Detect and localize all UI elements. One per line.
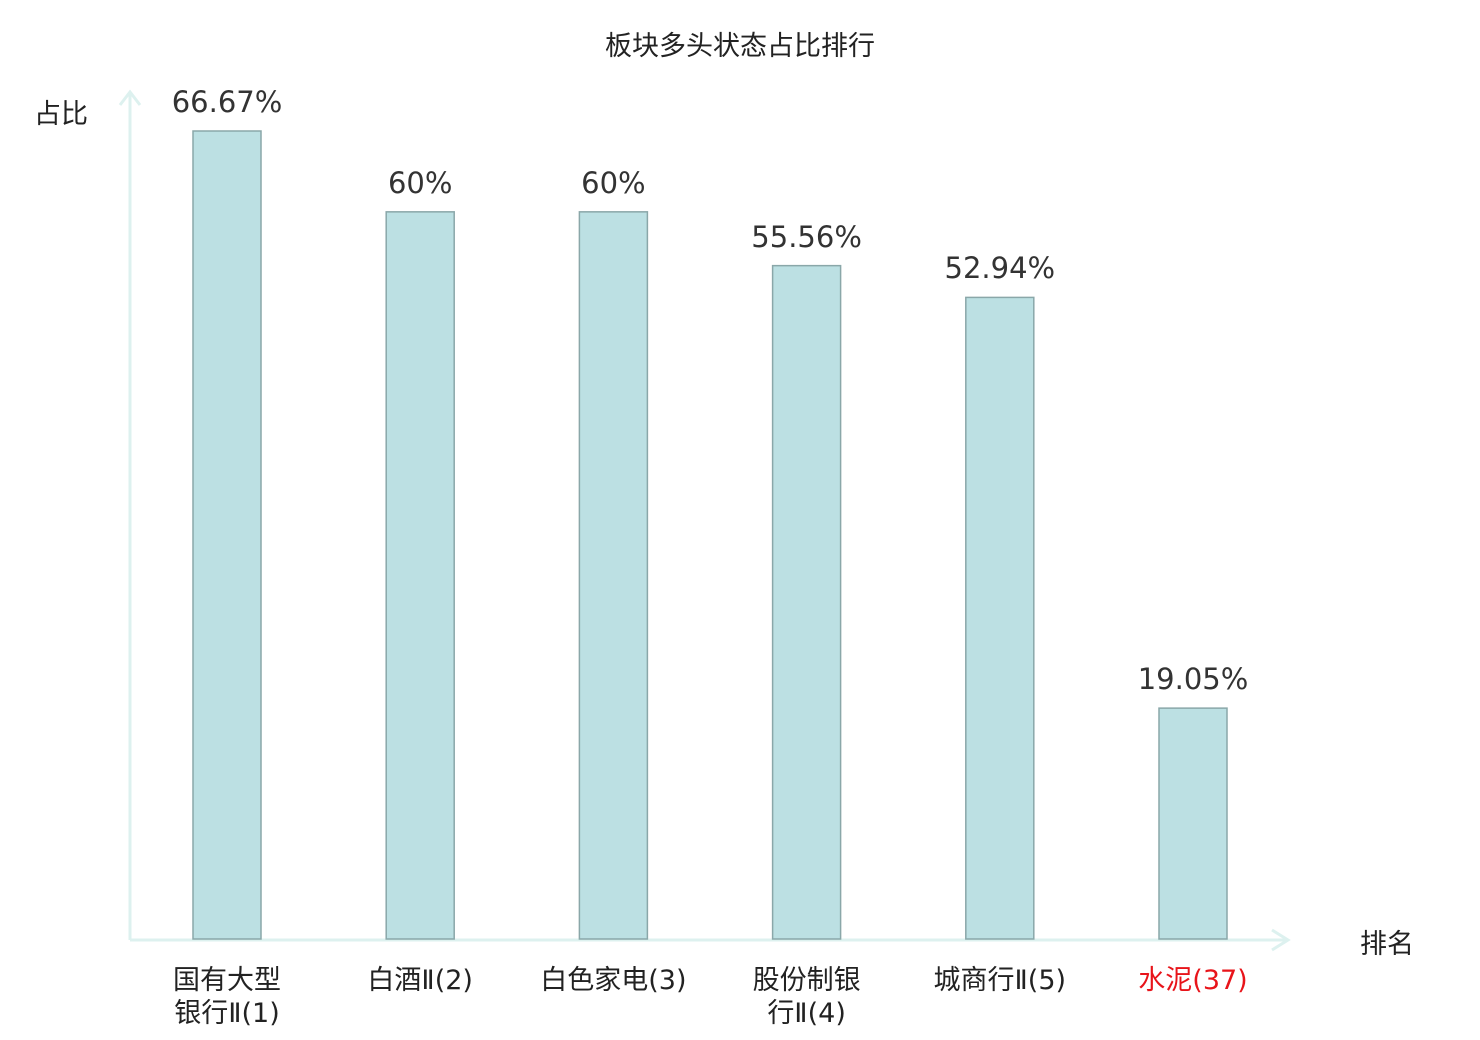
x-tick-label-4: 股份制银 行Ⅱ(4) [752, 965, 861, 1029]
x-tick-label-6: 水泥(37) [1138, 965, 1248, 996]
data-label-4: 55.56% [751, 219, 862, 254]
x-tick-label-5: 城商行Ⅱ(5) [933, 965, 1067, 996]
chart-title: 板块多头状态占比排行 [605, 31, 875, 62]
bar-3 [578, 211, 649, 940]
x-tick-label-1: 国有大型 银行Ⅱ(1) [173, 965, 281, 1029]
y-axis-arrow [118, 89, 142, 106]
data-label-3: 60% [581, 165, 646, 200]
x-axis-arrow [1271, 928, 1291, 952]
bar-5 [965, 296, 1035, 940]
x-axis-label: 排名 [1360, 929, 1414, 960]
data-label-2: 60% [387, 165, 453, 200]
bar-2 [385, 211, 455, 940]
data-label-5: 52.94% [944, 251, 1056, 286]
bars [192, 130, 1228, 940]
data-label-1: 66.67% [171, 85, 283, 119]
y-axis-label: 占比 [34, 99, 88, 130]
bar-4 [771, 264, 842, 940]
bar-1 [192, 130, 262, 940]
data-label-6: 19.05% [1137, 662, 1249, 697]
axes [118, 89, 1291, 952]
x-tick-label-3: 白色家电(3) [540, 965, 687, 996]
bar-6 [1158, 707, 1228, 940]
x-tick-label-2: 白酒Ⅱ(2) [367, 965, 473, 996]
